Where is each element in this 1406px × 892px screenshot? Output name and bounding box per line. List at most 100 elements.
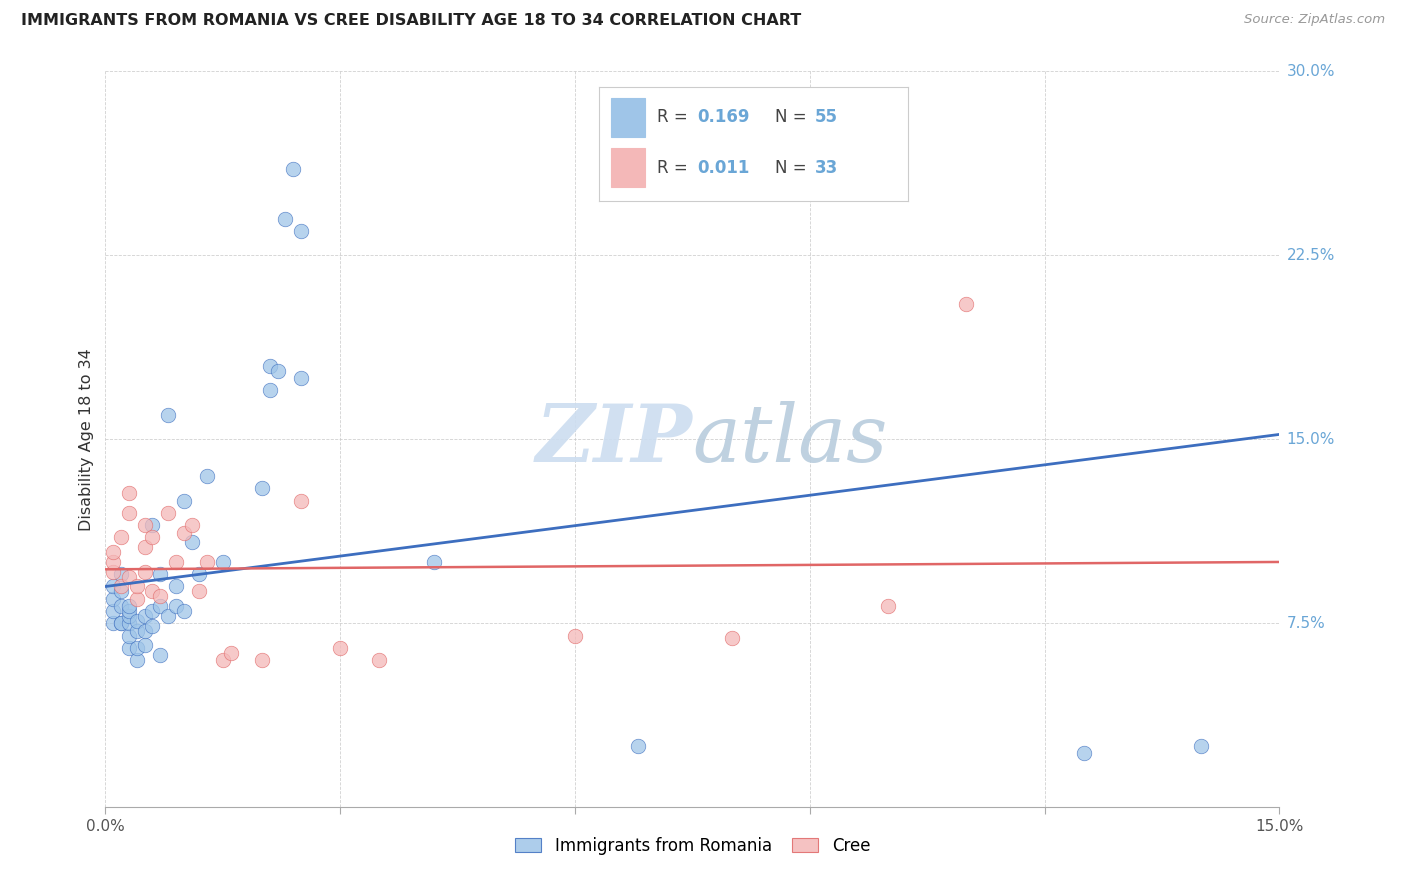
Point: [118, 570, 141, 584]
Point: [125, 624, 148, 638]
Point: [259, 384, 281, 398]
Text: 0.011: 0.011: [697, 159, 749, 177]
Point: [290, 493, 312, 508]
Point: [564, 628, 586, 642]
Point: [125, 614, 148, 628]
Legend: Immigrants from Romania, Cree: Immigrants from Romania, Cree: [508, 830, 877, 862]
Text: N =: N =: [775, 159, 811, 177]
Point: [134, 639, 156, 653]
Point: [165, 599, 187, 614]
Point: [125, 580, 148, 594]
Point: [141, 604, 163, 618]
Point: [110, 584, 132, 599]
Y-axis label: Disability Age 18 to 34: Disability Age 18 to 34: [79, 348, 94, 531]
Point: [290, 371, 312, 385]
Point: [118, 640, 141, 655]
Text: atlas: atlas: [692, 401, 887, 478]
Point: [110, 530, 132, 544]
Point: [720, 631, 742, 645]
Point: [1073, 746, 1095, 760]
Point: [180, 518, 202, 533]
Point: [141, 619, 163, 633]
Point: [195, 469, 218, 483]
Point: [157, 506, 180, 520]
Point: [110, 616, 132, 631]
Point: [173, 525, 195, 540]
Point: [180, 535, 202, 549]
Point: [125, 640, 148, 655]
Point: [103, 545, 125, 559]
Point: [118, 506, 141, 520]
Text: Source: ZipAtlas.com: Source: ZipAtlas.com: [1244, 13, 1385, 27]
Point: [329, 640, 352, 655]
Point: [110, 580, 132, 594]
Point: [211, 555, 233, 569]
Text: R =: R =: [657, 108, 693, 127]
Text: 0.169: 0.169: [697, 108, 749, 127]
Point: [173, 493, 195, 508]
Text: R =: R =: [657, 159, 693, 177]
Point: [188, 584, 211, 599]
Point: [290, 224, 312, 238]
Text: 33: 33: [815, 159, 838, 177]
Point: [118, 608, 141, 623]
FancyBboxPatch shape: [610, 148, 645, 187]
Point: [118, 486, 141, 500]
Text: 55: 55: [815, 108, 838, 127]
Point: [259, 359, 281, 373]
Point: [125, 591, 148, 606]
Text: 30.0%: 30.0%: [1286, 64, 1334, 78]
Point: [266, 364, 288, 378]
Point: [219, 646, 242, 660]
Text: IMMIGRANTS FROM ROMANIA VS CREE DISABILITY AGE 18 TO 34 CORRELATION CHART: IMMIGRANTS FROM ROMANIA VS CREE DISABILI…: [21, 13, 801, 29]
Point: [134, 608, 156, 623]
Point: [188, 567, 211, 582]
Point: [103, 604, 125, 618]
Point: [165, 580, 187, 594]
Point: [250, 653, 273, 667]
Point: [141, 584, 163, 599]
Point: [134, 565, 156, 579]
Point: [877, 599, 900, 614]
Point: [134, 624, 156, 638]
Point: [118, 628, 141, 642]
Point: [149, 599, 172, 614]
Point: [195, 555, 218, 569]
Point: [103, 591, 125, 606]
Point: [125, 653, 148, 667]
Text: 7.5%: 7.5%: [1286, 615, 1326, 631]
Point: [118, 599, 141, 614]
Point: [157, 408, 180, 422]
Point: [1189, 739, 1212, 753]
Point: [134, 541, 156, 555]
Point: [368, 653, 391, 667]
Point: [103, 616, 125, 631]
Point: [274, 211, 297, 226]
Point: [165, 555, 187, 569]
Point: [157, 608, 180, 623]
Point: [103, 555, 125, 569]
Point: [118, 604, 141, 618]
Point: [211, 653, 233, 667]
Point: [149, 648, 172, 662]
Text: 22.5%: 22.5%: [1286, 248, 1334, 263]
FancyBboxPatch shape: [610, 98, 645, 136]
Point: [118, 616, 141, 631]
Point: [134, 518, 156, 533]
Point: [110, 599, 132, 614]
Point: [250, 482, 273, 496]
Point: [149, 567, 172, 582]
Point: [173, 604, 195, 618]
Text: 15.0%: 15.0%: [1286, 432, 1334, 447]
Point: [955, 297, 977, 311]
Point: [627, 739, 650, 753]
Point: [283, 162, 305, 177]
Point: [423, 555, 446, 569]
Point: [141, 530, 163, 544]
Point: [103, 580, 125, 594]
Point: [110, 567, 132, 582]
Point: [149, 590, 172, 604]
Point: [141, 518, 163, 533]
Point: [103, 565, 125, 579]
Text: ZIP: ZIP: [536, 401, 692, 478]
